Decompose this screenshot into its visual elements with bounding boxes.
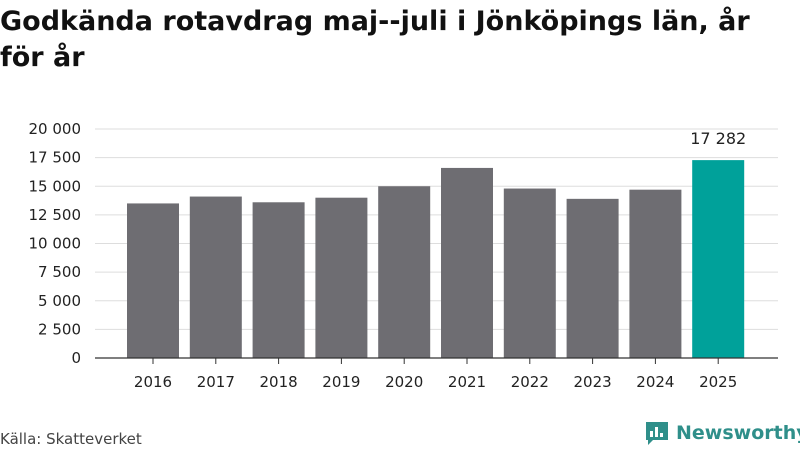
y-tick-label: 5 000 <box>38 292 81 310</box>
y-tick-label: 12 500 <box>29 206 82 224</box>
y-tick-label: 10 000 <box>29 235 82 253</box>
y-tick-label: 7 500 <box>38 263 81 281</box>
brand-name: Newsworthy <box>676 422 800 444</box>
y-tick-label: 17 500 <box>29 149 82 167</box>
source-note: Källa: Skatteverket <box>0 430 142 448</box>
y-tick-label: 20 000 <box>29 120 82 138</box>
y-tick-label: 15 000 <box>29 177 82 195</box>
x-tick-label: 2025 <box>699 373 737 391</box>
bar-2017 <box>189 196 242 358</box>
x-axis: 2016 2017 2018 2019 2020 2021 2022 2023 2024 2025 <box>95 357 778 391</box>
y-axis: 0 2 500 5 000 7 500 10 000 12 500 15 000 17 500… <box>29 120 82 367</box>
bar-2025 <box>692 160 745 358</box>
x-tick-label: 2019 <box>322 373 360 391</box>
bar-2019 <box>315 197 368 358</box>
bar-2018 <box>252 202 305 358</box>
x-tick-label: 2023 <box>574 373 612 391</box>
bar-2022 <box>503 188 556 358</box>
bar-2023 <box>566 198 619 358</box>
bar-2016 <box>127 203 179 358</box>
x-tick-label: 2017 <box>197 373 235 391</box>
data-label: 17 282 <box>690 129 746 148</box>
chart-title: Godkända rotavdrag maj--juli i Jönköping… <box>0 6 750 73</box>
x-tick-label: 2016 <box>134 373 172 391</box>
bar-2021 <box>441 167 493 358</box>
x-tick-label: 2018 <box>260 373 298 391</box>
data-labels: 17 282 <box>690 129 746 148</box>
x-tick-label: 2020 <box>385 373 423 391</box>
brand[interactable]: Newsworthy <box>644 420 800 446</box>
y-tick-label: 2 500 <box>38 320 81 338</box>
newsworthy-logo-icon <box>646 422 668 445</box>
x-tick-label: 2024 <box>636 373 674 391</box>
x-tick-label: 2021 <box>448 373 486 391</box>
bar-chart: 0 2 500 5 000 7 500 10 000 12 500 15 000 17 500… <box>29 120 778 391</box>
bars <box>127 160 745 358</box>
bar-2020 <box>378 186 431 358</box>
bar-2024 <box>629 189 682 358</box>
y-tick-label: 0 <box>71 349 81 367</box>
x-tick-label: 2022 <box>511 373 549 391</box>
